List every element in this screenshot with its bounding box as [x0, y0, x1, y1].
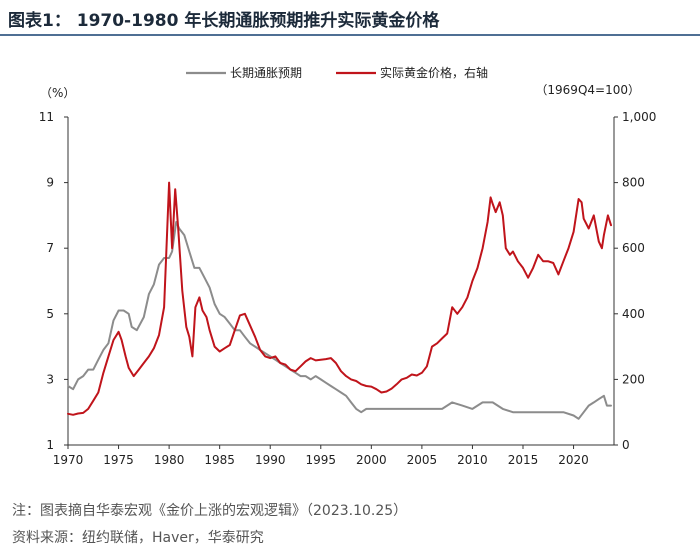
y-right-tick-label: 200	[622, 372, 645, 386]
x-tick-label: 1990	[255, 453, 286, 467]
title-rule	[0, 34, 700, 36]
y-right-tick-label: 400	[622, 307, 645, 321]
y-left-tick-label: 9	[46, 176, 54, 190]
x-tick-label: 1980	[154, 453, 185, 467]
legend-label-gold: 实际黄金价格，右轴	[380, 65, 488, 80]
y-right-tick-label: 0	[622, 438, 630, 452]
y-left-tick-label: 3	[46, 372, 54, 386]
y-left-tick-label: 11	[39, 110, 54, 124]
chart-title: 图表1： 1970-1980 年长期通胀预期推升实际黄金价格	[8, 11, 440, 31]
legend-label-inflation: 长期通胀预期	[230, 66, 302, 80]
footnote: 注：图表摘自华泰宏观《金价上涨的宏观逻辑》（2023.10.25）	[12, 503, 408, 519]
x-tick-label: 1975	[103, 453, 134, 467]
left-axis-unit: （%）	[40, 86, 75, 100]
axes: 1970 1975 1980 1985 1990 1995 2000 2005 2010 2015…	[39, 110, 657, 467]
legend: 长期通胀预期 实际黄金价格，右轴	[186, 65, 488, 80]
right-axis-unit: （1969Q4=100）	[535, 83, 640, 97]
series-lines	[67, 181, 612, 420]
x-tick-label: 1970	[53, 453, 84, 467]
y-left-tick-label: 7	[46, 241, 54, 255]
source-note: 资料来源：纽约联储，Haver，华泰研究	[12, 530, 264, 546]
x-tick-label: 1985	[204, 453, 235, 467]
line-chart: 长期通胀预期 实际黄金价格，右轴 （%） （1969Q4=100） 1970 19…	[39, 65, 657, 467]
y-right-tick-label: 600	[622, 241, 645, 255]
x-tick-label: 2000	[356, 453, 387, 467]
y-right-tick-label: 1,000	[622, 110, 656, 124]
y-left-tick-label: 1	[46, 438, 54, 452]
x-tick-label: 2005	[407, 453, 438, 467]
series-line-inflation	[67, 221, 612, 420]
x-tick-label: 2020	[558, 453, 589, 467]
x-tick-label: 2015	[508, 453, 539, 467]
y-right-tick-label: 800	[622, 176, 645, 190]
x-tick-label: 1995	[306, 453, 337, 467]
series-line-gold	[67, 181, 612, 416]
y-left-tick-label: 5	[46, 307, 54, 321]
x-tick-label: 2010	[457, 453, 488, 467]
